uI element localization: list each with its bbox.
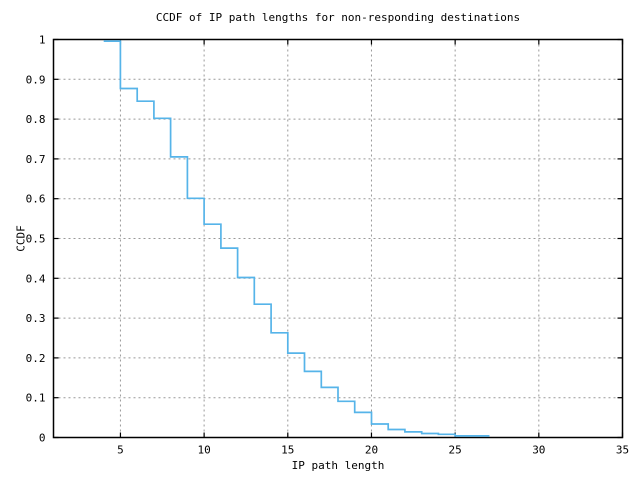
- x-axis-label: IP path length: [291, 459, 385, 472]
- y-tick-label: 0.1: [26, 392, 46, 405]
- y-tick-label: 0.5: [26, 233, 46, 246]
- chart-title: CCDF of IP path lengths for non-respondi…: [155, 11, 521, 24]
- y-tick-label: 0: [39, 432, 46, 445]
- y-tick-label: 0.8: [26, 113, 46, 126]
- y-tick-label: 0.6: [26, 193, 46, 206]
- ccdf-curve: [103, 40, 490, 437]
- y-tick-label: 0.3: [26, 312, 46, 325]
- y-axis-label: CCDF: [14, 225, 28, 252]
- x-tick-label: 15: [281, 444, 294, 457]
- x-tick-label: 30: [532, 444, 545, 457]
- x-tick-label: 35: [616, 444, 629, 457]
- x-tick-label: 5: [117, 444, 124, 457]
- y-tick-label: 0.2: [26, 352, 46, 365]
- x-tick-label: 10: [197, 444, 210, 457]
- y-tick-label: 0.7: [26, 153, 46, 166]
- y-tick-label: 1: [39, 34, 46, 47]
- y-tick-label: 0.9: [26, 73, 46, 86]
- x-tick-label: 25: [449, 444, 462, 457]
- x-tick-label: 20: [365, 444, 378, 457]
- y-tick-label: 0.4: [26, 272, 46, 285]
